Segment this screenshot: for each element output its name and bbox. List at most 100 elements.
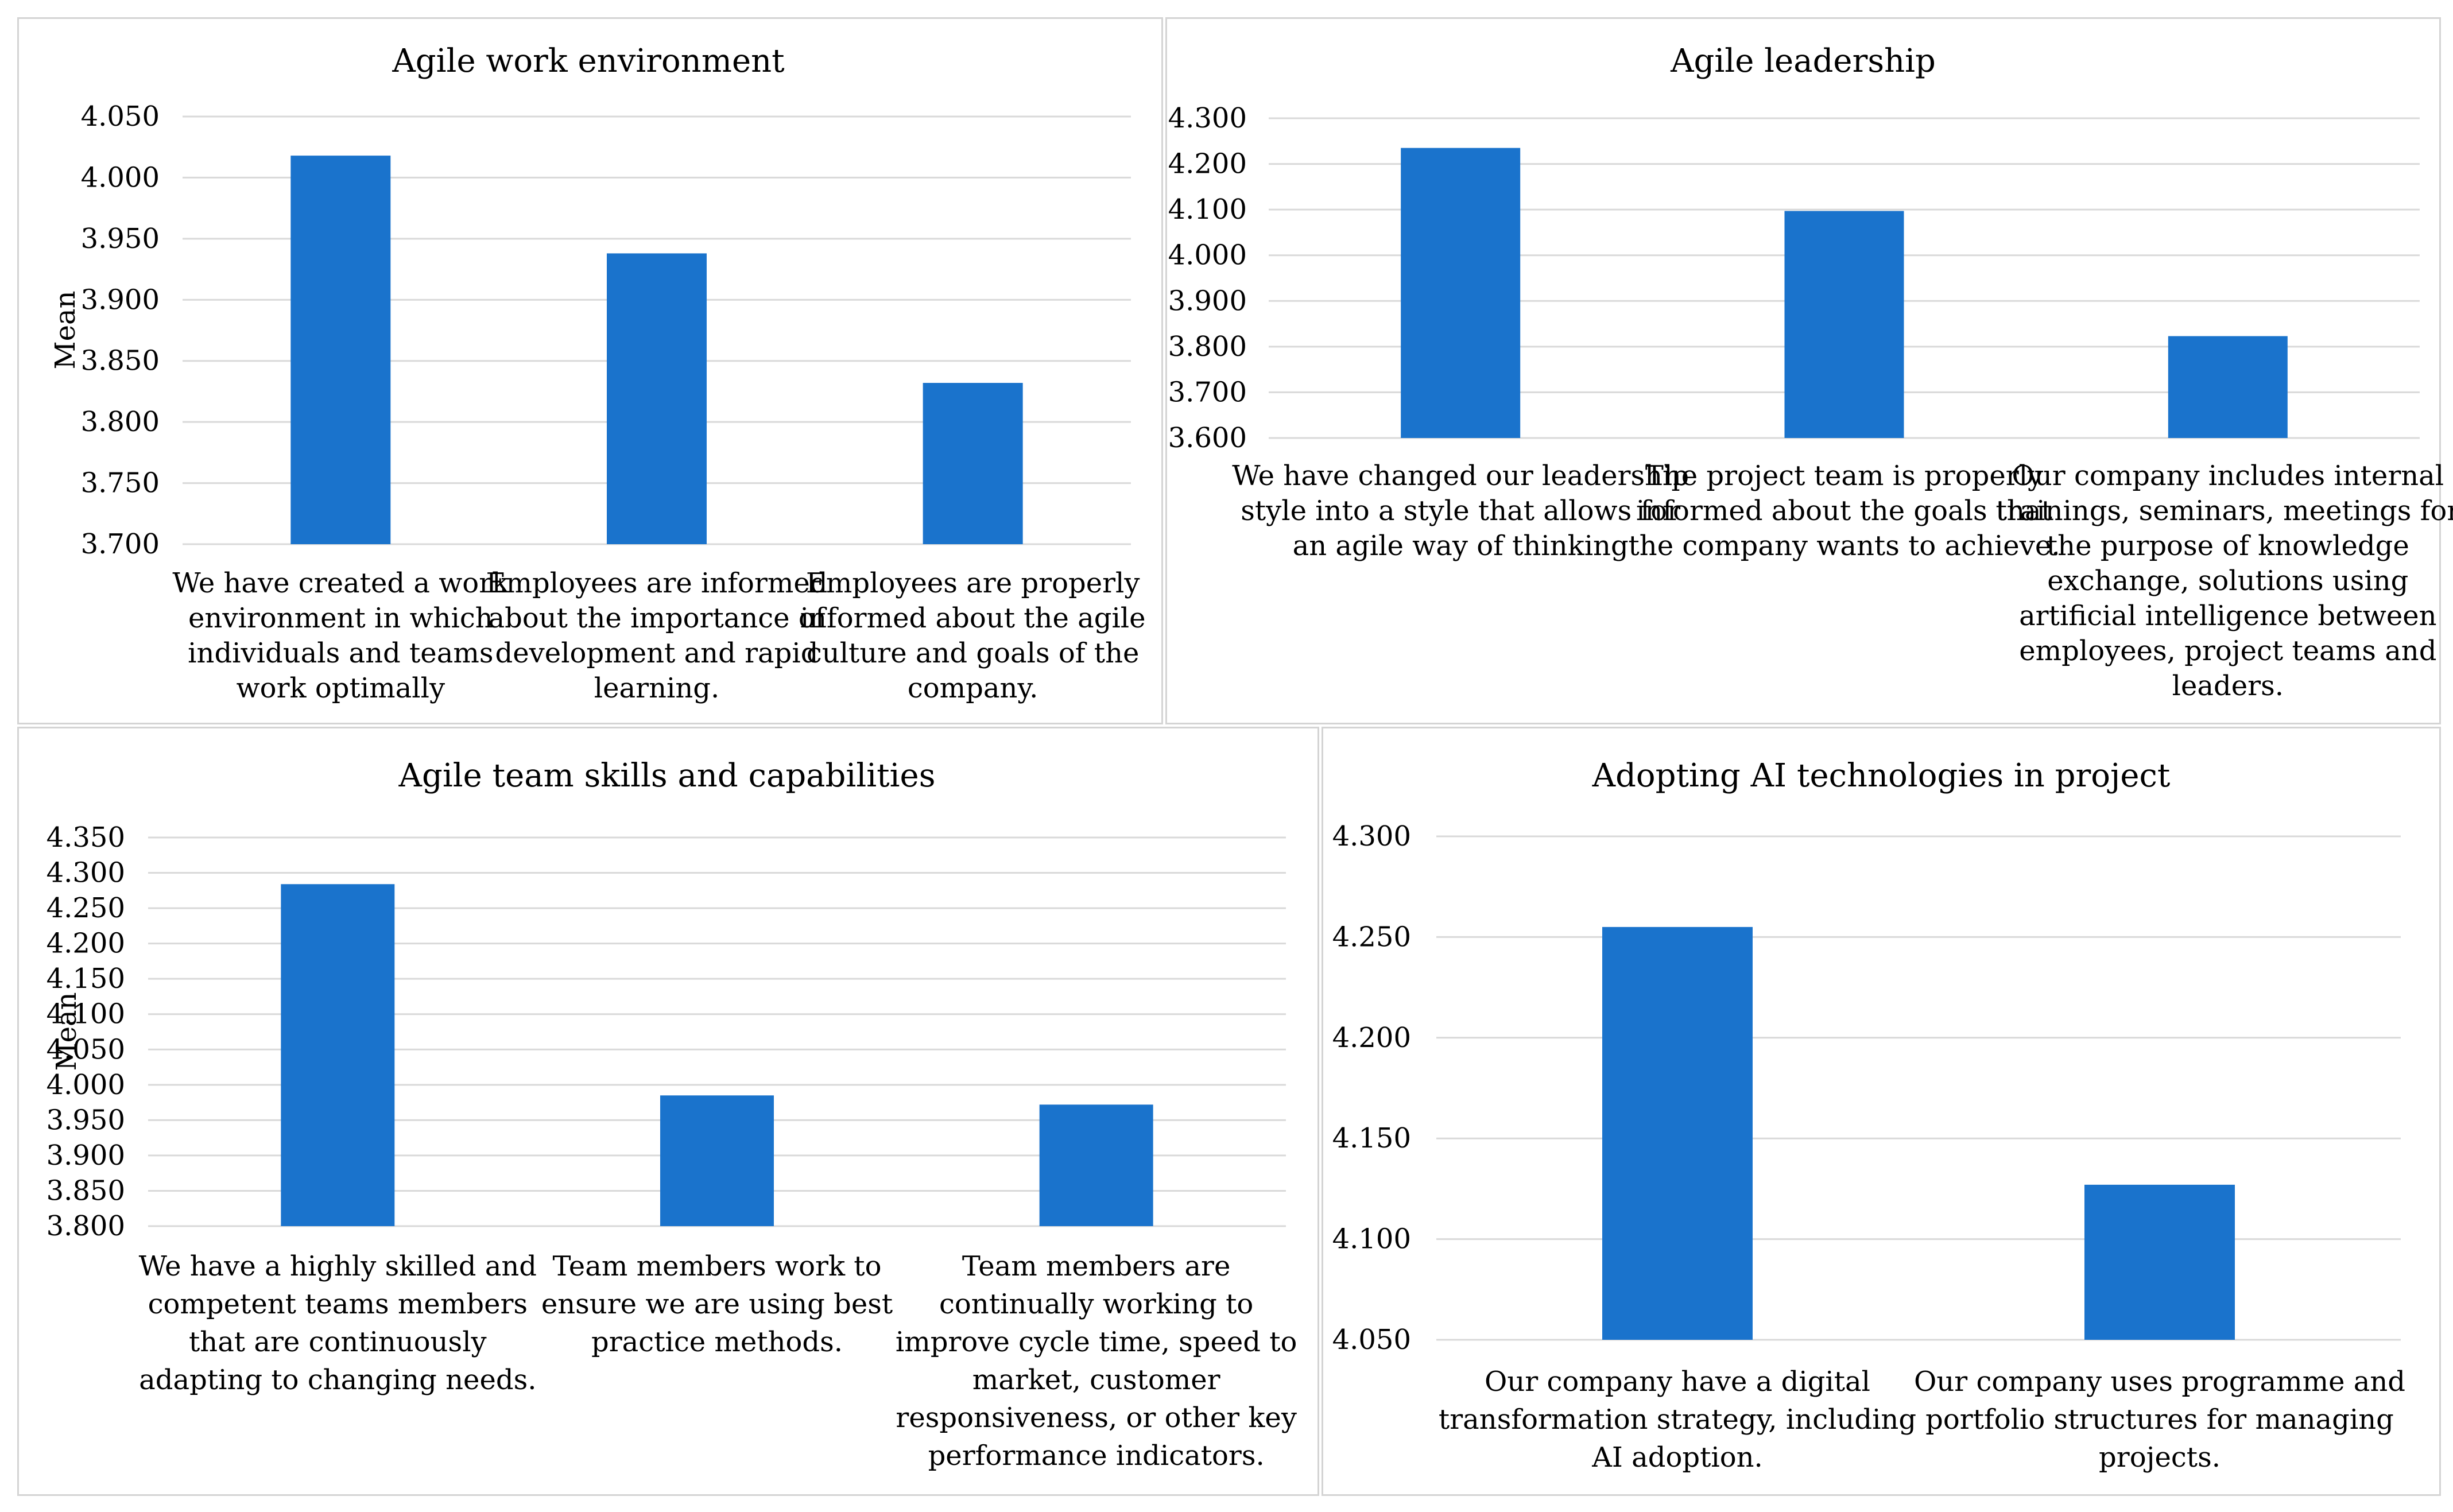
chart-title: Agile work environment	[392, 42, 785, 80]
x-category-label-line: projects.	[2099, 1441, 2221, 1474]
y-tick-label: 3.600	[1168, 422, 1247, 454]
x-category-label-line: responsiveness, or other key	[896, 1402, 1297, 1434]
x-category-label-line: work optimally	[237, 672, 445, 704]
x-category-label-line: continually working to	[939, 1288, 1253, 1320]
x-category-label-line: employees, project teams and	[2019, 635, 2436, 667]
x-category-label: Our company have a digital transformation…	[1439, 1366, 1916, 1474]
y-tick-label: 4.100	[1332, 1223, 1411, 1255]
y-tick-label: 4.100	[46, 998, 125, 1030]
bar	[923, 383, 1023, 544]
y-tick-label: 4.200	[1332, 1022, 1411, 1054]
y-tick-label: 4.300	[1332, 820, 1411, 852]
x-category-label-line: development and rapid	[495, 637, 819, 669]
x-category-label-line: market, customer	[972, 1364, 1220, 1396]
chart-title: Adopting AI technologies in project	[1592, 757, 2171, 794]
y-tick-label: 4.250	[46, 892, 125, 924]
y-tick-label: 4.050	[1332, 1324, 1411, 1356]
y-tick-label: 3.900	[81, 284, 160, 316]
y-tick-label: 3.800	[46, 1210, 125, 1242]
bar	[1784, 211, 1904, 438]
y-tick-label: 4.000	[1168, 239, 1247, 272]
y-tick-label: 3.750	[81, 467, 160, 499]
bar	[290, 156, 391, 545]
bar	[1602, 926, 1753, 1340]
chart-panel-adopting-ai	[1322, 727, 2441, 1496]
y-tick-label: 3.800	[1168, 331, 1247, 363]
bar	[2084, 1184, 2235, 1340]
x-category-label-line: improve cycle time, speed to	[896, 1326, 1297, 1358]
y-tick-label: 4.250	[1332, 921, 1411, 953]
y-tick-label: 4.050	[46, 1033, 125, 1065]
x-category-label-line: Employees are properly	[806, 567, 1140, 599]
bar	[2168, 336, 2288, 438]
y-tick-label: 3.950	[46, 1104, 125, 1136]
y-tick-label: 4.350	[46, 821, 125, 854]
x-category-label-line: portfolio structures for managing	[1925, 1404, 2394, 1436]
y-tick-label: 4.000	[81, 161, 160, 193]
x-category-label-line: leaders.	[2172, 670, 2284, 702]
y-tick-label: 4.300	[46, 857, 125, 889]
x-category-label-line: artificial intelligence between	[2019, 600, 2437, 632]
y-tick-label: 4.000	[46, 1069, 125, 1101]
x-category-label-line: performance indicators.	[928, 1440, 1265, 1472]
y-tick-label: 3.800	[81, 406, 160, 438]
bar	[1401, 148, 1521, 438]
y-tick-label: 3.900	[46, 1139, 125, 1172]
x-category-label: Our company uses programme and portfolio …	[1914, 1366, 2405, 1474]
bar	[607, 253, 707, 544]
x-category-label-line: individuals and teams	[188, 637, 493, 669]
x-category-label: Our company includes internal trainings, …	[1995, 460, 2453, 702]
y-tick-label: 4.200	[1168, 148, 1247, 180]
x-category-label: The project team is properly informed abo…	[1629, 460, 2060, 562]
y-tick-label: 3.850	[81, 345, 160, 377]
bar	[1039, 1104, 1153, 1226]
x-category-label-line: trainings, seminars, meetings for	[1995, 495, 2453, 527]
y-tick-label: 3.850	[46, 1174, 125, 1207]
x-category-label-line: an agile way of thinking	[1293, 530, 1629, 562]
y-tick-label: 3.700	[81, 528, 160, 560]
x-category-label-line: the company wants to achieve.	[1629, 530, 2060, 562]
x-category-label-line: the purpose of knowledge	[2047, 530, 2409, 562]
x-category-label-line: competent teams members	[148, 1288, 528, 1320]
x-category-label: We have created a work environment in whi…	[172, 567, 509, 704]
y-axis-label: Mean	[51, 992, 83, 1071]
x-category-label-line: style into a style that allows for	[1241, 495, 1680, 527]
x-category-label-line: learning.	[594, 672, 719, 704]
x-category-label-line: environment in which	[188, 602, 493, 634]
x-category-label: Team members are continually working to im…	[896, 1250, 1297, 1472]
x-category-label-line: We have changed our leadership	[1232, 460, 1689, 492]
x-category-label: Employees are informed about the importan…	[486, 567, 827, 704]
x-category-label-line: Our company uses programme and	[1914, 1366, 2405, 1398]
x-category-label: We have changed our leadership style into…	[1232, 460, 1689, 562]
x-category-label-line: The project team is properly	[1645, 460, 2043, 492]
x-category-label: Team members work to ensure we are using …	[541, 1250, 893, 1358]
x-category-label-line: Our company includes internal	[2012, 460, 2444, 492]
x-category-label-line: that are continuously	[189, 1326, 487, 1358]
y-tick-label: 3.950	[81, 223, 160, 255]
x-category-label-line: adapting to changing needs.	[139, 1364, 536, 1396]
x-category-label-line: transformation strategy, including	[1439, 1404, 1916, 1436]
x-category-label-line: exchange, solutions using	[2047, 565, 2408, 597]
x-category-label-line: Team members work to	[553, 1250, 882, 1282]
x-category-label-line: informed about the goals that	[1636, 495, 2052, 527]
chart-title: Agile leadership	[1670, 42, 1936, 80]
x-category-label: Employees are properly informed about the…	[800, 567, 1146, 704]
y-tick-label: 4.150	[1332, 1122, 1411, 1154]
y-tick-label: 4.300	[1168, 102, 1247, 134]
x-category-label-line: Team members are	[962, 1250, 1230, 1282]
x-category-label-line: informed about the agile	[800, 602, 1146, 634]
x-category-label-line: Employees are informed	[486, 567, 827, 599]
y-tick-label: 3.900	[1168, 285, 1247, 317]
chart-panel-agile-work-environment	[17, 17, 1163, 724]
x-category-label: We have a highly skilled and competent te…	[139, 1250, 537, 1396]
bar	[660, 1095, 774, 1226]
y-tick-label: 3.700	[1168, 376, 1247, 408]
x-category-label-line: culture and goals of the	[807, 637, 1140, 669]
x-category-label-line: AI adoption.	[1591, 1441, 1763, 1474]
x-category-label-line: practice methods.	[591, 1326, 843, 1358]
x-category-label-line: company.	[908, 672, 1038, 704]
bar	[281, 884, 395, 1226]
y-tick-label: 4.200	[46, 928, 125, 960]
y-tick-label: 4.150	[46, 963, 125, 995]
